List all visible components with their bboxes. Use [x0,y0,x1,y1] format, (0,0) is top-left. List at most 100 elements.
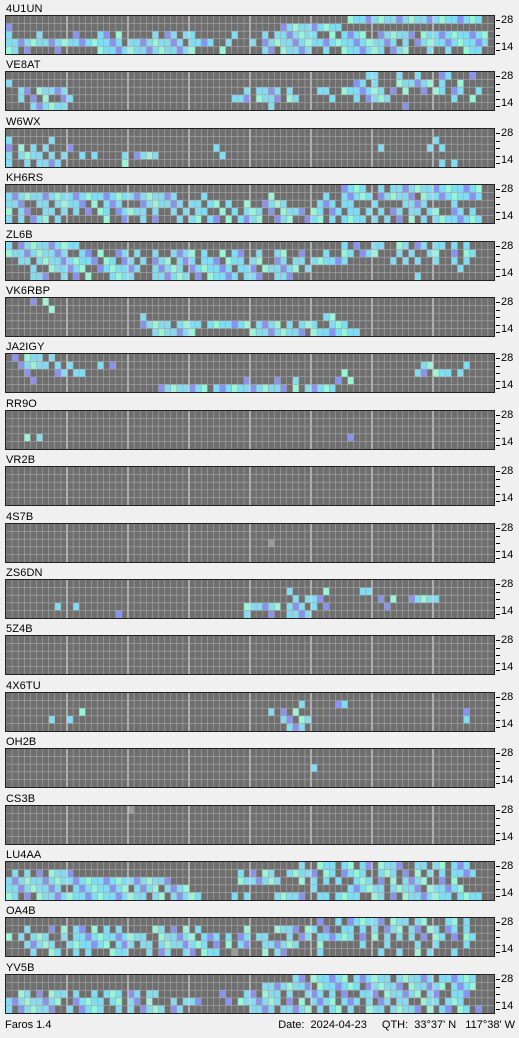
signal-cell [134,46,141,54]
signal-cell [445,997,452,1006]
band-label-bottom: 14 [501,41,514,53]
signal-cell [426,997,433,1006]
signal-cell [292,707,299,716]
signal-cell [189,328,196,336]
signal-cell [365,974,372,983]
signal-cell [390,31,397,39]
signal-cell [280,31,287,39]
signal-cell [439,87,446,96]
signal-cell [73,256,80,265]
signal-cell [182,249,189,257]
signal-cell [402,241,409,250]
signal-cell [24,46,31,54]
signal-cell [60,271,67,280]
signal-cell [365,587,372,596]
signal-cell [30,271,37,280]
signal-cell [372,200,379,208]
signal-cell [347,38,354,47]
signal-cell [67,941,74,949]
signal-cell [24,997,31,1006]
signal-cell [237,264,244,272]
signal-cell [317,207,324,216]
signal-cell [79,1005,86,1013]
signal-cell [457,1005,464,1013]
signal-cell [109,884,116,893]
signal-cell [396,989,403,998]
band-scale: 28 14 [495,409,519,450]
signal-cell [109,997,116,1006]
signal-cell [378,974,385,983]
signal-cell [36,102,43,111]
signal-cell [48,159,55,167]
signal-cell [457,207,464,216]
signal-cell [390,192,397,201]
signal-cell [207,948,214,957]
signal-cell [189,941,196,949]
signal-cell [128,1005,135,1013]
signal-cell [420,982,427,990]
signal-cell [164,192,171,201]
signal-cell [353,974,360,983]
signal-cell [426,192,433,201]
signal-cell [158,200,165,208]
signal-cell [439,974,446,983]
signal-cell [402,102,409,111]
beacon-panel-zs6dn: ZS6DN 28 14 [0,564,519,620]
signal-cell [91,877,98,885]
signal-cell [18,997,25,1006]
signal-cell [280,707,287,716]
signal-cell [103,892,110,900]
signal-cell [30,941,37,949]
signal-cell [317,38,324,47]
signal-cell [176,320,183,329]
band-tick [496,655,500,657]
signal-cell [268,707,275,716]
beacon-panel-4x6tu: 4X6TU 28 14 [0,677,519,733]
signal-cell [390,46,397,54]
signal-cell [182,933,189,942]
signal-cell [335,1005,342,1013]
signal-cell [250,869,257,878]
signal-cell [286,264,293,272]
signal-cell [115,200,122,208]
signal-cell [481,31,488,39]
signal-cell [164,320,171,329]
signal-cell [207,38,214,47]
signal-cell [384,38,391,47]
signal-cell [6,31,13,39]
signal-cell [115,31,122,39]
band-label-bottom: 14 [501,999,514,1012]
beacon-callsign: ZS6DN [6,567,43,579]
signal-cell [396,215,403,224]
signal-cell [353,207,360,216]
signal-cell [97,31,104,39]
signal-cell [134,38,141,47]
signal-cell [286,271,293,280]
signal-cell [176,384,183,393]
signal-cell [433,982,440,990]
signal-cell [237,933,244,942]
signal-cell [317,200,324,208]
signal-cell [18,361,25,370]
signal-cell [341,320,348,329]
signal-cell [323,982,330,990]
signal-cell [170,249,177,257]
signal-cell [323,587,330,596]
signal-cell [115,610,122,618]
signal-cell [48,869,55,878]
signal-cell [378,185,385,193]
signal-cell [365,249,372,257]
signal-cell [12,249,19,257]
signal-cell [268,610,275,618]
signal-cell [365,918,372,926]
signal-cell [54,997,61,1006]
signal-cell [372,982,379,990]
signal-cell [390,989,397,998]
signal-cell [451,207,458,216]
signal-cell [121,192,128,201]
signal-cell [170,941,177,949]
signal-cell [439,159,446,167]
band-tick [496,422,500,424]
signal-cell [54,877,61,885]
signal-cell [91,38,98,47]
